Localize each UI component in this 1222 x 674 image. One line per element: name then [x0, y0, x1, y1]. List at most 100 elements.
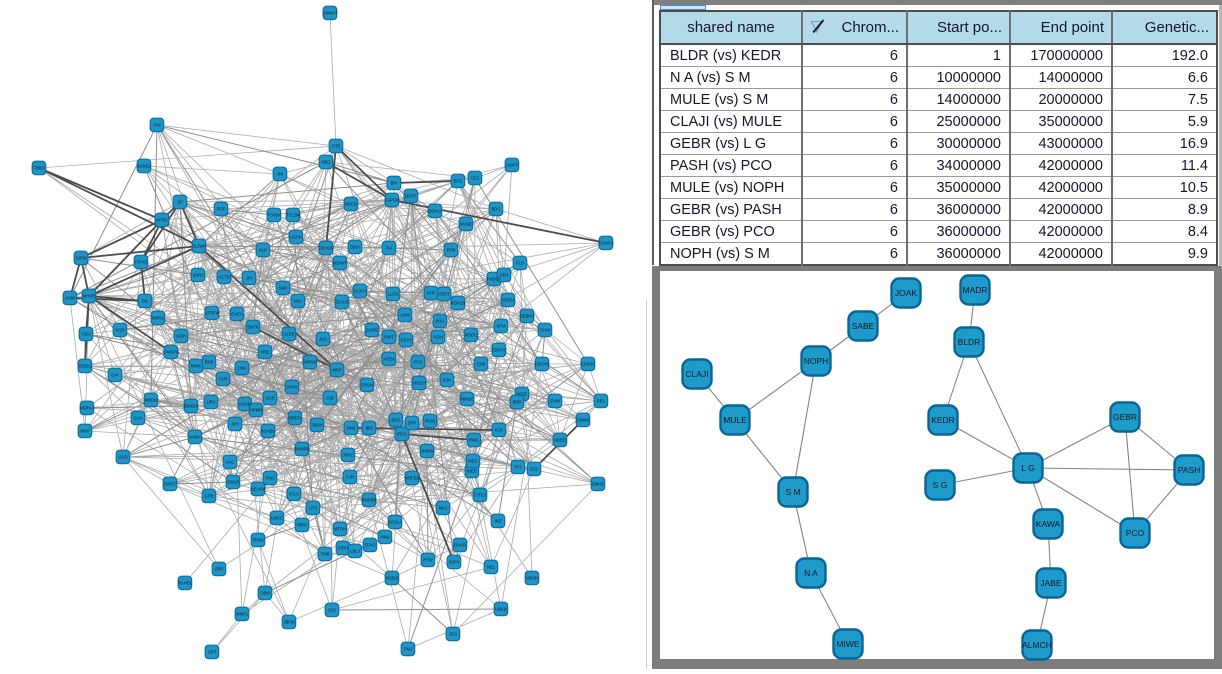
svg-text:L G: L G: [1021, 463, 1034, 473]
svg-text:DMHE: DMHE: [592, 482, 605, 487]
svg-text:N A: N A: [804, 568, 818, 578]
svg-text:SNTK: SNTK: [247, 325, 258, 330]
svg-text:KAWA: KAWA: [1036, 519, 1061, 529]
svg-text:JOAK: JOAK: [895, 288, 918, 298]
svg-text:NOABU: NOABU: [261, 429, 276, 434]
svg-text:GCKH: GCKH: [354, 289, 366, 294]
svg-text:ULEB: ULEB: [284, 332, 295, 337]
svg-text:KJH: KJH: [443, 378, 451, 383]
svg-text:WMFL: WMFL: [236, 612, 249, 617]
svg-text:DKNDS: DKNDS: [184, 404, 199, 409]
svg-text:JNI: JNI: [277, 172, 283, 177]
svg-text:ADW: ADW: [400, 313, 410, 318]
svg-text:FNDCF: FNDCF: [487, 277, 502, 282]
svg-text:IKE: IKE: [495, 519, 502, 524]
svg-text:IBD: IBD: [366, 426, 373, 431]
svg-text:KGD: KGD: [115, 328, 124, 333]
svg-text:PGF: PGF: [217, 207, 226, 212]
svg-text:FLB: FLB: [516, 261, 524, 266]
svg-text:NTD: NTD: [261, 350, 270, 355]
svg-text:MTDH: MTDH: [334, 527, 346, 532]
svg-text:OEHGG: OEHGG: [318, 246, 334, 251]
svg-text:CNWS: CNWS: [577, 418, 590, 423]
svg-text:WBJH: WBJH: [526, 576, 538, 581]
svg-text:AIGFF: AIGFF: [506, 163, 519, 168]
svg-text:S G: S G: [933, 480, 948, 490]
svg-text:NGDJI: NGDJI: [386, 576, 399, 581]
svg-text:GGL: GGL: [530, 467, 540, 472]
svg-text:KLP: KLP: [259, 248, 267, 253]
svg-text:KOF: KOF: [495, 428, 504, 433]
svg-text:DCIUS: DCIUS: [335, 300, 348, 305]
svg-text:OAUB: OAUB: [454, 543, 466, 548]
svg-text:CLAJI: CLAJI: [685, 369, 708, 379]
svg-text:LLOS: LLOS: [388, 292, 399, 297]
svg-text:NHF: NHF: [427, 291, 436, 296]
svg-text:RWT: RWT: [384, 335, 394, 340]
svg-text:UTRFW: UTRFW: [204, 311, 219, 316]
svg-text:BDG: BDG: [491, 207, 500, 212]
svg-text:SWLB: SWLB: [227, 480, 239, 485]
svg-text:BLDR: BLDR: [958, 337, 981, 347]
svg-text:AHW: AHW: [65, 296, 75, 301]
svg-text:JIF: JIF: [177, 200, 183, 205]
svg-text:UWNUT: UWNUT: [322, 11, 338, 16]
svg-text:NSCD: NSCD: [345, 202, 357, 207]
svg-text:RTW: RTW: [423, 558, 433, 563]
svg-text:AGM: AGM: [433, 335, 443, 340]
svg-text:FPHO: FPHO: [135, 260, 147, 265]
svg-text:RIRE: RIRE: [297, 523, 307, 528]
svg-text:KMDO: KMDO: [145, 398, 158, 403]
svg-text:GAA: GAA: [134, 416, 143, 421]
svg-text:FWTC: FWTC: [164, 482, 176, 487]
svg-text:WPNS: WPNS: [304, 360, 317, 365]
svg-text:DCRT: DCRT: [405, 194, 417, 199]
svg-text:MUJ: MUJ: [439, 506, 448, 511]
svg-text:GEBR: GEBR: [1113, 412, 1137, 422]
svg-text:TIA: TIA: [386, 246, 393, 251]
svg-text:MHSR: MHSR: [83, 294, 95, 299]
svg-text:RODS: RODS: [79, 364, 91, 369]
svg-text:JBDH: JBDH: [312, 423, 323, 428]
svg-text:DEBHS: DEBHS: [520, 314, 535, 319]
svg-text:JPRC: JPRC: [343, 453, 354, 458]
svg-text:AIWIW: AIWIW: [420, 449, 433, 454]
svg-text:BOHU: BOHU: [429, 209, 441, 214]
svg-text:JIH: JIH: [246, 276, 252, 281]
svg-text:EHB: EHB: [477, 362, 486, 367]
svg-text:CWGPG: CWGPG: [163, 350, 179, 355]
svg-text:MWK: MWK: [191, 364, 201, 369]
svg-text:BRG: BRG: [391, 418, 400, 423]
svg-text:CIB: CIB: [327, 396, 334, 401]
svg-text:MMUC: MMUC: [460, 397, 473, 402]
svg-text:GONFU: GONFU: [598, 241, 613, 246]
svg-text:OBM: OBM: [260, 591, 270, 596]
svg-text:FPM: FPM: [447, 248, 456, 253]
svg-text:JBFM: JBFM: [284, 620, 295, 625]
svg-text:SKP: SKP: [279, 286, 288, 291]
svg-text:SABE: SABE: [852, 321, 875, 331]
svg-text:GEJ: GEJ: [471, 176, 479, 181]
svg-text:KABA: KABA: [189, 435, 200, 440]
svg-text:IHEC: IHEC: [467, 469, 477, 474]
svg-text:JUC: JUC: [319, 337, 327, 342]
svg-text:BPI: BPI: [391, 181, 398, 186]
svg-text:NJFA: NJFA: [449, 560, 459, 565]
svg-text:UGR: UGR: [265, 396, 274, 401]
svg-text:URA: URA: [207, 400, 216, 405]
svg-text:MULE: MULE: [723, 415, 747, 425]
svg-text:IJRT: IJRT: [208, 650, 217, 655]
svg-text:EIRH: EIRH: [338, 546, 348, 551]
svg-text:UGHK: UGHK: [290, 235, 302, 240]
svg-text:NBG: NBG: [321, 160, 330, 165]
svg-text:REU: REU: [597, 399, 606, 404]
svg-text:SPM: SPM: [496, 324, 506, 329]
svg-text:NSA: NSA: [294, 299, 303, 304]
svg-text:KEDR: KEDR: [931, 415, 955, 425]
svg-text:NDIWT: NDIWT: [333, 261, 347, 266]
svg-text:DIL: DIL: [142, 299, 149, 304]
svg-text:SOULA: SOULA: [388, 520, 402, 525]
svg-text:IKKN: IKKN: [287, 385, 297, 390]
svg-text:IDIRJ: IDIRJ: [193, 273, 203, 278]
svg-text:CEN: CEN: [500, 273, 509, 278]
